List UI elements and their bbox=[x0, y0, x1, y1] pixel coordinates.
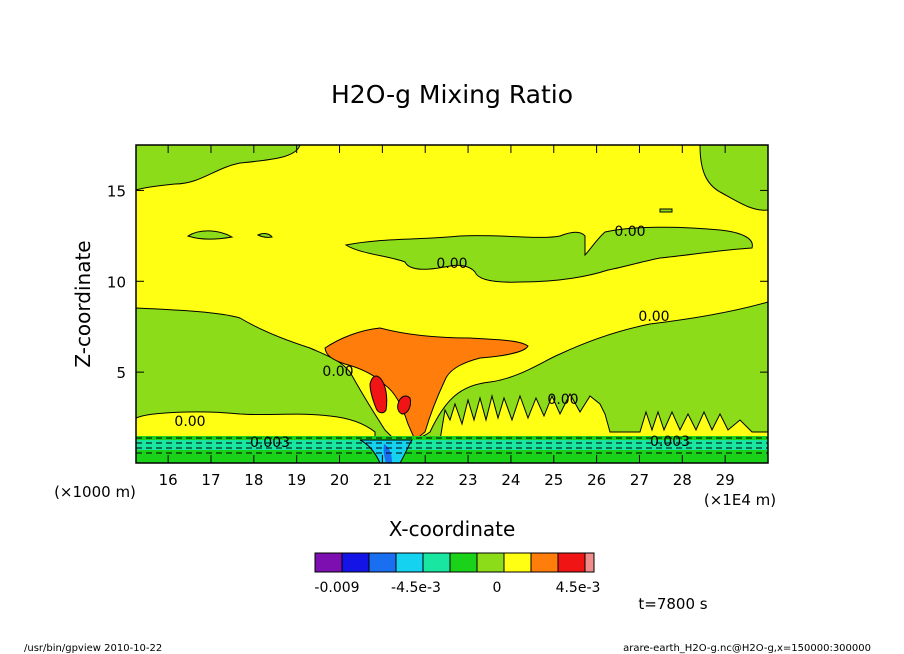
green-blob bbox=[659, 208, 673, 213]
x-tick-label: 16 bbox=[159, 471, 178, 489]
green-region-top-left bbox=[136, 145, 301, 191]
y-tick-label: 5 bbox=[116, 364, 126, 382]
colorbar-swatch bbox=[422, 552, 451, 573]
colorbar-tick-label: -4.5e-3 bbox=[391, 580, 441, 596]
green-blob bbox=[186, 230, 234, 240]
yellow-region-lower-left bbox=[136, 411, 376, 441]
contour-label: 0.003 bbox=[250, 435, 290, 451]
colorbar-swatch bbox=[530, 552, 559, 573]
x-tick-label: 25 bbox=[544, 471, 563, 489]
colorbar-tick-label: 4.5e-3 bbox=[556, 580, 601, 596]
y-tick-label: 10 bbox=[107, 273, 126, 291]
x-tick-label: 19 bbox=[287, 471, 306, 489]
colorbar-swatch bbox=[476, 552, 505, 573]
colorbar-swatch bbox=[557, 552, 586, 573]
green-region-upper-band bbox=[344, 226, 753, 283]
x-axis-label: X-coordinate bbox=[389, 517, 516, 541]
chart-title: H2O-g Mixing Ratio bbox=[331, 80, 573, 109]
contour-label: 0.00 bbox=[638, 309, 669, 325]
y-tick-label: 15 bbox=[107, 182, 126, 200]
green-blob bbox=[256, 233, 273, 238]
plot-area bbox=[136, 145, 768, 463]
colorbar-swatch bbox=[584, 552, 595, 573]
plot-frame bbox=[135, 144, 769, 464]
x-unit-label: (×1E4 m) bbox=[704, 491, 776, 509]
colorbar-swatch bbox=[368, 552, 397, 573]
x-tick-label: 29 bbox=[716, 471, 735, 489]
red-core-left bbox=[369, 375, 388, 414]
y-axis-ticks: 5 10 15 bbox=[107, 182, 768, 382]
x-axis-ticks: 16 17 18 19 20 21 22 23 24 25 26 27 28 29 bbox=[159, 145, 735, 489]
dashed-contours bbox=[136, 437, 768, 454]
x-tick-label: 23 bbox=[459, 471, 478, 489]
colorbar-tick-label: -0.009 bbox=[314, 580, 359, 596]
x-tick-label: 24 bbox=[501, 471, 520, 489]
colorbar bbox=[314, 552, 595, 573]
footer-right: arare-earth_H2O-g.nc@H2O-g,x=150000:3000… bbox=[623, 643, 871, 654]
colorbar-tick-label: 0 bbox=[493, 580, 502, 596]
x-tick-label: 26 bbox=[587, 471, 606, 489]
x-tick-label: 21 bbox=[373, 471, 392, 489]
x-tick-label: 18 bbox=[244, 471, 263, 489]
contour-label: 0.00 bbox=[322, 364, 353, 380]
contour-label: 0.00 bbox=[547, 392, 578, 408]
contour-label: 0.00 bbox=[174, 414, 205, 430]
time-label: t=7800 s bbox=[638, 595, 707, 613]
colorbar-swatch bbox=[341, 552, 370, 573]
y-unit-label: (×1000 m) bbox=[54, 483, 136, 501]
contour-label: 0.00 bbox=[614, 224, 645, 240]
colorbar-swatch bbox=[503, 552, 532, 573]
colorbar-swatch bbox=[314, 552, 343, 573]
footer-left: /usr/bin/gpview 2010-10-22 bbox=[24, 643, 162, 654]
y-axis-label: Z-coordinate bbox=[71, 240, 95, 367]
x-tick-label: 27 bbox=[630, 471, 649, 489]
x-tick-label: 20 bbox=[330, 471, 349, 489]
contour-label: 0.003 bbox=[650, 434, 690, 450]
green-region-top-right bbox=[699, 145, 768, 211]
yellow-region-lower-right bbox=[439, 392, 768, 441]
contour-label: 0.00 bbox=[436, 256, 467, 272]
colorbar-swatch bbox=[395, 552, 424, 573]
red-core-right bbox=[397, 395, 411, 415]
colorbar-swatch bbox=[449, 552, 478, 573]
x-tick-label: 17 bbox=[201, 471, 220, 489]
x-tick-label: 22 bbox=[416, 471, 435, 489]
teal-band-bottom bbox=[136, 440, 768, 450]
orange-region-plume bbox=[324, 327, 529, 441]
x-tick-label: 28 bbox=[673, 471, 692, 489]
